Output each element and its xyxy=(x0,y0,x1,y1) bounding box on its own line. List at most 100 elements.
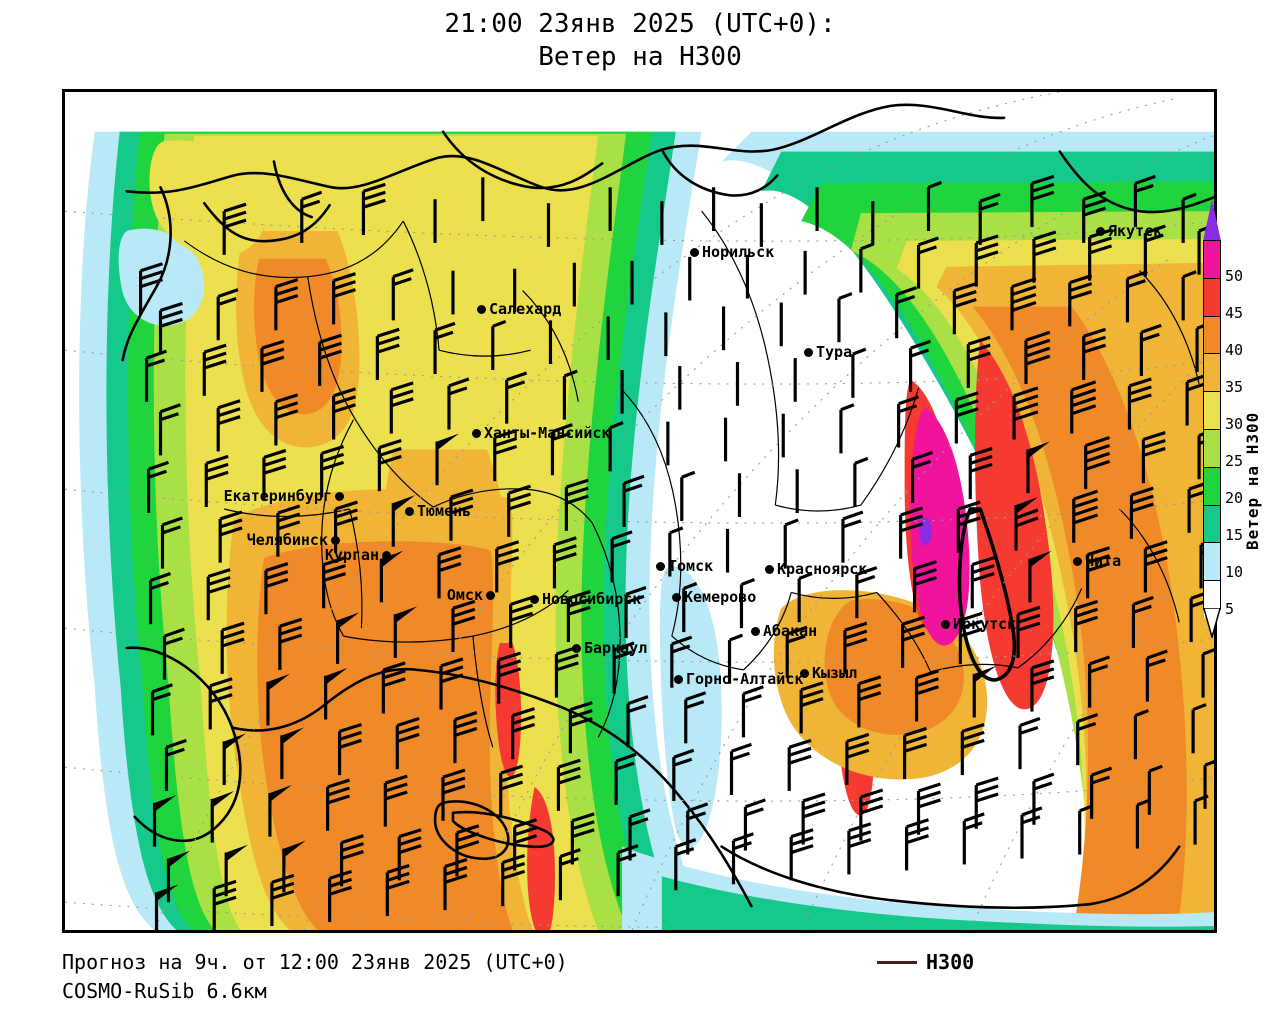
city-dot-icon xyxy=(1073,557,1082,566)
colorbar-tick-label: 20 xyxy=(1225,489,1244,507)
city-label: Тюмень xyxy=(417,502,472,520)
map-canvas xyxy=(65,92,1214,930)
colorbar: 50 45 40 35 30 25 20 15 10 5 xyxy=(1203,200,1243,638)
city-dot-icon xyxy=(335,492,344,501)
admin-borders xyxy=(184,210,1200,748)
colorbar-segment xyxy=(1204,354,1220,393)
colorbar-segment xyxy=(1204,429,1220,468)
map-frame[interactable]: Норильск Салехард Тура Якутск Ханты-Мансийск… xyxy=(62,89,1217,933)
city-label-layer: Норильск Салехард Тура Якутск Ханты-Мансийск… xyxy=(65,92,1214,930)
city-dot-icon xyxy=(477,305,486,314)
city-dot-icon xyxy=(530,595,539,604)
city-marker-Новосибирск: Новосибирск xyxy=(530,592,641,607)
city-marker-Ханты-Мансийск: Ханты-Мансийск xyxy=(472,426,610,441)
city-label: Якутск xyxy=(1108,222,1163,240)
contour-legend: H300 xyxy=(877,952,974,972)
city-label: Норильск xyxy=(702,243,775,261)
city-dot-icon xyxy=(690,248,699,257)
colorbar-tick-labels: 50 45 40 35 30 25 20 15 10 5 xyxy=(1225,240,1265,617)
city-marker-Барнаул: Барнаул xyxy=(572,641,647,656)
colorbar-segment xyxy=(1204,241,1220,279)
city-label: Челябинск xyxy=(246,531,328,549)
colorbar-tick-label: 25 xyxy=(1225,452,1244,470)
city-dot-icon xyxy=(1096,227,1105,236)
city-label: Курган xyxy=(324,546,379,564)
colorbar-segment xyxy=(1204,505,1220,544)
city-dot-icon xyxy=(472,429,481,438)
city-marker-Томск: Томск xyxy=(656,559,713,574)
city-marker-Иркутск: Иркутск xyxy=(941,617,1016,632)
city-dot-icon xyxy=(941,620,950,629)
wind-speed-field xyxy=(65,92,1214,930)
colorbar-tick-label: 30 xyxy=(1225,415,1244,433)
city-dot-icon xyxy=(800,669,809,678)
colorbar-axis-title: Ветер на H300 xyxy=(1243,411,1262,550)
city-marker-Челябинск: Челябинск xyxy=(247,533,340,548)
contour-band-group xyxy=(79,131,875,930)
colorbar-segment xyxy=(1204,316,1220,355)
city-dot-icon xyxy=(656,562,665,571)
colorbar-under-cap xyxy=(1203,608,1221,638)
title-variable: Ветер на H300 xyxy=(538,42,742,72)
colorbar-tick-label: 35 xyxy=(1225,378,1244,396)
city-marker-Горно-Алтайск: Горно-Алтайск xyxy=(674,672,803,687)
colorbar-segment xyxy=(1204,543,1220,582)
city-dot-icon xyxy=(486,591,495,600)
colorbar-tick-label: 50 xyxy=(1225,267,1244,285)
city-marker-Норильск: Норильск xyxy=(690,245,774,260)
map-borders xyxy=(121,103,1214,909)
city-dot-icon xyxy=(765,565,774,574)
city-marker-Чита: Чита xyxy=(1073,554,1121,569)
city-marker-Якутск: Якутск xyxy=(1096,224,1162,239)
city-marker-Красноярск: Красноярск xyxy=(765,562,867,577)
page-title: 21:00 23янв 2025 (UTC+0): Ветер на H300 xyxy=(0,8,1280,74)
city-marker-Курган: Курган xyxy=(325,548,391,563)
city-label: Салехард xyxy=(489,300,562,318)
city-dot-icon xyxy=(672,593,681,602)
h300-line-swatch xyxy=(877,960,917,964)
city-dot-icon xyxy=(382,551,391,560)
city-marker-Кызыл: Кызыл xyxy=(800,666,857,681)
city-dot-icon xyxy=(331,536,340,545)
city-label: Тура xyxy=(816,343,853,361)
city-label: Кызыл xyxy=(812,664,858,682)
city-label: Чита xyxy=(1085,552,1122,570)
colorbar-gradient xyxy=(1203,240,1221,618)
colorbar-tick-label: 40 xyxy=(1225,341,1244,359)
city-label: Ханты-Мансийск xyxy=(484,424,611,442)
city-marker-Кемерово: Кемерово xyxy=(672,590,756,605)
forecast-info: Прогноз на 9ч. от 12:00 23янв 2025 (UTC+… xyxy=(62,950,568,974)
city-label: Горно-Алтайск xyxy=(686,670,804,688)
footer-text-block: Прогноз на 9ч. от 12:00 23янв 2025 (UTC+… xyxy=(62,948,568,1006)
city-label: Абакан xyxy=(763,622,818,640)
city-dot-icon xyxy=(405,507,414,516)
city-marker-Екатеринбург: Екатеринбург xyxy=(224,489,344,504)
colorbar-segment xyxy=(1204,278,1220,317)
colorbar-tick-label: 5 xyxy=(1225,600,1235,618)
city-marker-Тюмень: Тюмень xyxy=(405,504,471,519)
colorbar-tick-label: 45 xyxy=(1225,304,1244,322)
city-label: Иркутск xyxy=(953,615,1017,633)
colorbar-segment xyxy=(1204,467,1220,506)
model-info: COSMO-RuSib 6.6км xyxy=(62,979,267,1003)
city-marker-Тура: Тура xyxy=(804,345,852,360)
city-marker-Салехард: Салехард xyxy=(477,302,561,317)
city-label: Новосибирск xyxy=(542,590,642,608)
city-label: Красноярск xyxy=(777,560,868,578)
title-datetime: 21:00 23янв 2025 (UTC+0): xyxy=(444,9,836,39)
city-label: Томск xyxy=(668,557,714,575)
h300-legend-label: H300 xyxy=(926,950,975,974)
city-dot-icon xyxy=(751,627,760,636)
colorbar-segment xyxy=(1204,392,1220,430)
colorbar-over-cap xyxy=(1203,200,1221,241)
city-marker-Абакан: Абакан xyxy=(751,624,817,639)
colorbar-tick-label: 10 xyxy=(1225,563,1244,581)
city-marker-Омск: Омск xyxy=(447,588,495,603)
city-label: Омск xyxy=(446,586,483,604)
city-label: Екатеринбург xyxy=(223,487,332,505)
city-label: Кемерово xyxy=(684,588,757,606)
city-dot-icon xyxy=(572,644,581,653)
city-label: Барнаул xyxy=(584,639,648,657)
city-dot-icon xyxy=(674,675,683,684)
